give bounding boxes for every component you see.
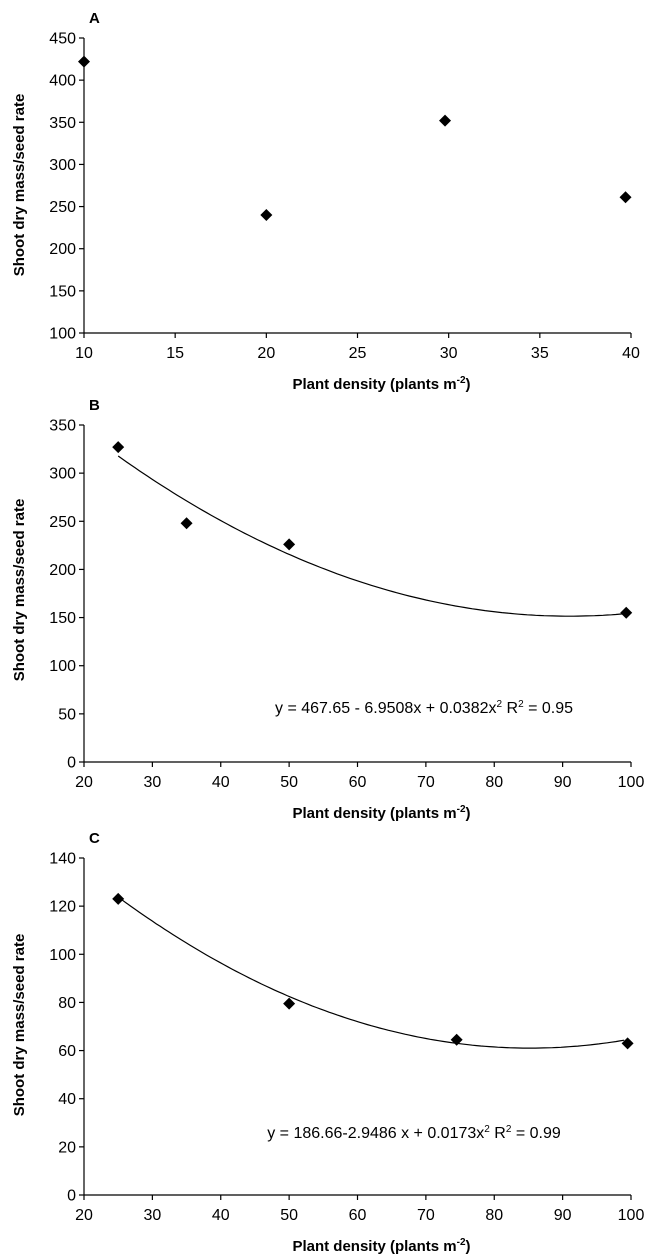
x-tick-label: 100 xyxy=(618,774,645,791)
data-point xyxy=(112,892,125,905)
y-tick-label: 200 xyxy=(49,562,76,579)
y-tick-label: 300 xyxy=(49,157,76,174)
y-axis-label: Shoot dry mass/seed rate xyxy=(11,499,28,682)
y-tick-label: 200 xyxy=(49,241,76,258)
x-tick-label: 15 xyxy=(166,345,184,362)
panel-c: 0 20 40 60 80 100 120 140 20 30 40 50 60 70 80 90 100 C Sh… xyxy=(11,830,644,1254)
data-point xyxy=(283,997,296,1010)
y-tick-label: 250 xyxy=(49,199,76,216)
x-tick-label: 50 xyxy=(280,774,298,791)
y-tick-label: 80 xyxy=(58,995,76,1012)
y-tick-label: 350 xyxy=(49,418,76,435)
y-tick-label: 450 xyxy=(49,31,76,48)
x-axis-label: Plant density (plants m-2) xyxy=(292,804,470,822)
fit-equation: y = 186.66-2.9486 x + 0.0173x2 R2 = 0.99 xyxy=(267,1124,561,1142)
y-tick-label: 120 xyxy=(49,899,76,916)
fit-equation: y = 467.65 - 6.9508x + 0.0382x2 R2 = 0.9… xyxy=(275,699,573,717)
panel-b: 0 50 100 150 200 250 300 350 20 30 40 50 60 70 80 90 100… xyxy=(11,397,644,822)
y-tick-label: 100 xyxy=(49,658,76,675)
panel-label: B xyxy=(89,397,100,414)
y-axis-label: Shoot dry mass/seed rate xyxy=(11,94,28,277)
x-tick-label: 80 xyxy=(485,774,503,791)
x-tick-label: 40 xyxy=(212,1207,230,1224)
data-point xyxy=(620,606,633,619)
y-tick-label: 140 xyxy=(49,851,76,868)
y-tick-label: 60 xyxy=(58,1043,76,1060)
x-tick-label: 30 xyxy=(440,345,458,362)
data-point xyxy=(439,114,452,127)
y-tick-label: 300 xyxy=(49,466,76,483)
y-tick-label: 150 xyxy=(49,610,76,627)
x-axis-label: Plant density (plants m-2) xyxy=(292,1237,470,1254)
y-tick-label: 100 xyxy=(49,326,76,343)
x-axis-label: Plant density (plants m-2) xyxy=(292,375,470,393)
x-tick-label: 20 xyxy=(257,345,275,362)
x-tick-label: 70 xyxy=(417,774,435,791)
x-tick-label: 70 xyxy=(417,1207,435,1224)
x-tick-label: 10 xyxy=(75,345,93,362)
x-tick-label: 40 xyxy=(212,774,230,791)
panel-a: 100 150 200 250 300 350 400 450 10 15 20 25 30 35 40 A S… xyxy=(11,10,640,393)
y-tick-label: 100 xyxy=(49,947,76,964)
x-tick-label: 20 xyxy=(75,1207,93,1224)
x-tick-label: 30 xyxy=(143,1207,161,1224)
x-tick-label: 30 xyxy=(143,774,161,791)
x-tick-label: 20 xyxy=(75,774,93,791)
data-point xyxy=(450,1033,463,1046)
x-tick-label: 80 xyxy=(485,1207,503,1224)
fit-curve xyxy=(117,896,625,1049)
x-tick-label: 90 xyxy=(554,774,572,791)
data-point xyxy=(621,1037,634,1050)
x-tick-label: 50 xyxy=(280,1207,298,1224)
y-tick-label: 250 xyxy=(49,514,76,531)
data-point xyxy=(283,538,296,551)
y-tick-label: 0 xyxy=(67,755,76,772)
x-tick-label: 40 xyxy=(622,345,640,362)
x-tick-label: 90 xyxy=(554,1207,572,1224)
y-tick-label: 150 xyxy=(49,283,76,300)
x-tick-label: 35 xyxy=(531,345,549,362)
y-axis-label: Shoot dry mass/seed rate xyxy=(11,934,28,1117)
y-tick-label: 20 xyxy=(58,1139,76,1156)
y-tick-label: 40 xyxy=(58,1091,76,1108)
panel-label: C xyxy=(89,830,100,847)
y-tick-label: 0 xyxy=(67,1188,76,1205)
y-tick-label: 400 xyxy=(49,73,76,90)
x-tick-label: 60 xyxy=(349,1207,367,1224)
x-tick-label: 100 xyxy=(618,1207,645,1224)
y-tick-label: 50 xyxy=(58,706,76,723)
panel-label: A xyxy=(89,10,100,27)
fit-curve xyxy=(117,455,625,617)
data-point xyxy=(78,55,90,68)
data-point xyxy=(180,517,193,530)
data-point xyxy=(619,191,632,204)
data-point xyxy=(112,441,125,454)
x-tick-label: 25 xyxy=(349,345,367,362)
y-tick-label: 350 xyxy=(49,115,76,132)
data-point xyxy=(260,209,273,221)
x-tick-label: 60 xyxy=(349,774,367,791)
